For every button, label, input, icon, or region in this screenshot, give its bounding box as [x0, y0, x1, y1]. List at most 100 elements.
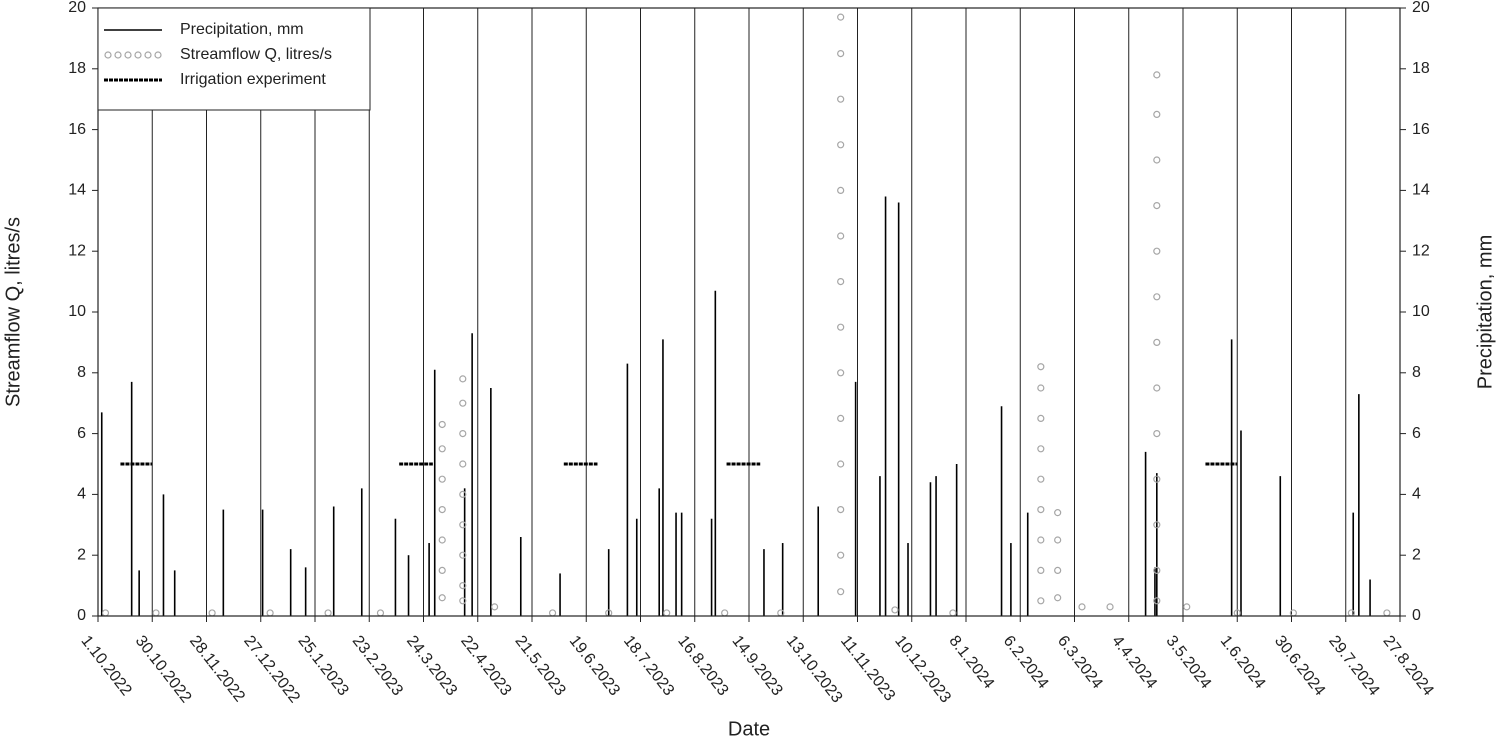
streamflow-point — [1078, 603, 1086, 611]
streamflow-point — [1037, 445, 1045, 453]
x-tick-label: 18.7.2023 — [620, 633, 677, 700]
streamflow-point — [1054, 566, 1062, 575]
x-tick-label: 23.2.2023 — [349, 633, 406, 700]
streamflow-point — [837, 95, 845, 103]
streamflow-point — [438, 536, 446, 544]
x-tick-label: 14.9.2023 — [729, 633, 786, 700]
streamflow-point — [376, 609, 385, 617]
streamflow-point — [1153, 293, 1161, 301]
streamflow-point — [1153, 156, 1161, 164]
streamflow-point — [438, 506, 446, 514]
streamflow-point — [459, 430, 467, 438]
streamflow-point — [837, 506, 845, 514]
y2-tick-label: 4 — [1412, 486, 1421, 503]
legend-swatch — [104, 51, 112, 59]
x-tick-label: 3.5.2024 — [1163, 633, 1215, 693]
y2-tick-label: 6 — [1412, 425, 1421, 442]
y2-axis-title: Precipitation, mm — [1474, 235, 1496, 390]
streamflow-point — [438, 420, 446, 429]
y-axis-title: Streamflow Q, litres/s — [2, 217, 24, 407]
x-tick-label: 16.8.2023 — [674, 633, 731, 700]
legend-swatch — [134, 51, 142, 59]
streamflow-point — [837, 414, 845, 422]
y2-tick-label: 20 — [1412, 0, 1430, 16]
streamflow-point — [1037, 506, 1045, 514]
streamflow-point — [1153, 566, 1161, 575]
streamflow-point — [1153, 521, 1161, 529]
y2-tick-label: 18 — [1412, 60, 1430, 77]
streamflow-point — [459, 597, 467, 605]
legend: Precipitation, mm Streamflow Q, litres/s I… — [97, 7, 371, 111]
streamflow-point — [152, 609, 160, 617]
streamflow-point — [1037, 597, 1045, 605]
streamflow-point — [1037, 475, 1045, 483]
streamflow-point — [837, 460, 845, 468]
streamflow-point — [490, 603, 499, 611]
x-tick-label: 4.4.2024 — [1108, 633, 1160, 693]
streamflow-point — [837, 232, 845, 240]
streamflow-point — [548, 609, 557, 617]
streamflow-point — [101, 609, 110, 617]
y-tick-label: 8 — [77, 364, 86, 381]
y-tick-label: 16 — [68, 121, 86, 138]
x-tick-label: 6.2.2024 — [1000, 633, 1052, 693]
x-tick-label: 29.7.2024 — [1325, 633, 1382, 700]
legend-swatch — [114, 51, 122, 59]
streamflow-point — [663, 609, 671, 617]
y2-tick-label: 12 — [1412, 242, 1430, 259]
streamflow-point — [837, 141, 845, 149]
x-tick-label: 19.6.2023 — [566, 633, 623, 700]
streamflow-point — [837, 49, 845, 58]
streamflow-point — [1383, 609, 1391, 617]
legend-box — [97, 7, 371, 111]
streamflow-point — [837, 551, 845, 559]
streamflow-point — [438, 445, 446, 453]
legend-label: Streamflow Q, litres/s — [180, 46, 332, 63]
legend-label: Precipitation, mm — [180, 21, 304, 38]
y-tick-label: 4 — [77, 486, 86, 503]
streamflow-point — [1153, 71, 1161, 79]
y-tick-label: 0 — [77, 607, 86, 624]
x-tick-label: 22.4.2023 — [457, 633, 514, 700]
x-tick-label: 1.10.2022 — [78, 633, 135, 700]
streamflow-point — [1153, 597, 1161, 605]
y-tick-label: 18 — [68, 60, 86, 77]
streamflow-point — [1037, 566, 1045, 575]
streamflow-point — [1106, 603, 1114, 611]
streamflow-point — [1054, 594, 1062, 602]
streamflow-point — [837, 323, 845, 331]
streamflow-point — [459, 490, 467, 498]
x-tick-label: 8.1.2024 — [946, 633, 998, 693]
streamflow-point — [459, 399, 467, 407]
streamflow-point — [1153, 338, 1161, 346]
legend-swatch — [124, 51, 132, 59]
streamflow-point — [208, 609, 216, 617]
y-tick-label: 2 — [77, 546, 86, 563]
streamflow-point — [721, 609, 729, 617]
streamflow-point — [459, 460, 467, 468]
streamflow-point — [1153, 202, 1161, 210]
streamflow-point — [1037, 536, 1045, 544]
x-tick-label: 27.8.2024 — [1380, 633, 1437, 700]
streamflow-point — [1037, 384, 1045, 392]
streamflow-point — [459, 551, 467, 559]
x-tick-label: 21.5.2023 — [512, 633, 569, 700]
streamflow-point — [1153, 384, 1161, 392]
streamflow-point — [266, 609, 274, 617]
legend-swatch — [154, 51, 162, 59]
streamflow-point — [1183, 603, 1191, 611]
streamflow-point — [837, 588, 845, 596]
streamflow-point — [1153, 247, 1161, 255]
x-tick-label: 27.12.2022 — [240, 633, 303, 707]
streamflow-point — [837, 186, 845, 194]
x-axis-title: Date — [728, 718, 770, 740]
x-tick-label: 1.6.2024 — [1217, 633, 1269, 693]
legend-swatch — [144, 51, 152, 59]
streamflow-point — [459, 521, 467, 529]
y-tick-label: 20 — [68, 0, 86, 16]
y2-tick-label: 10 — [1412, 303, 1430, 320]
streamflow-point — [438, 475, 446, 483]
y-tick-label: 12 — [68, 242, 86, 259]
y-tick-label: 6 — [77, 425, 86, 442]
streamflow-point — [837, 369, 845, 377]
